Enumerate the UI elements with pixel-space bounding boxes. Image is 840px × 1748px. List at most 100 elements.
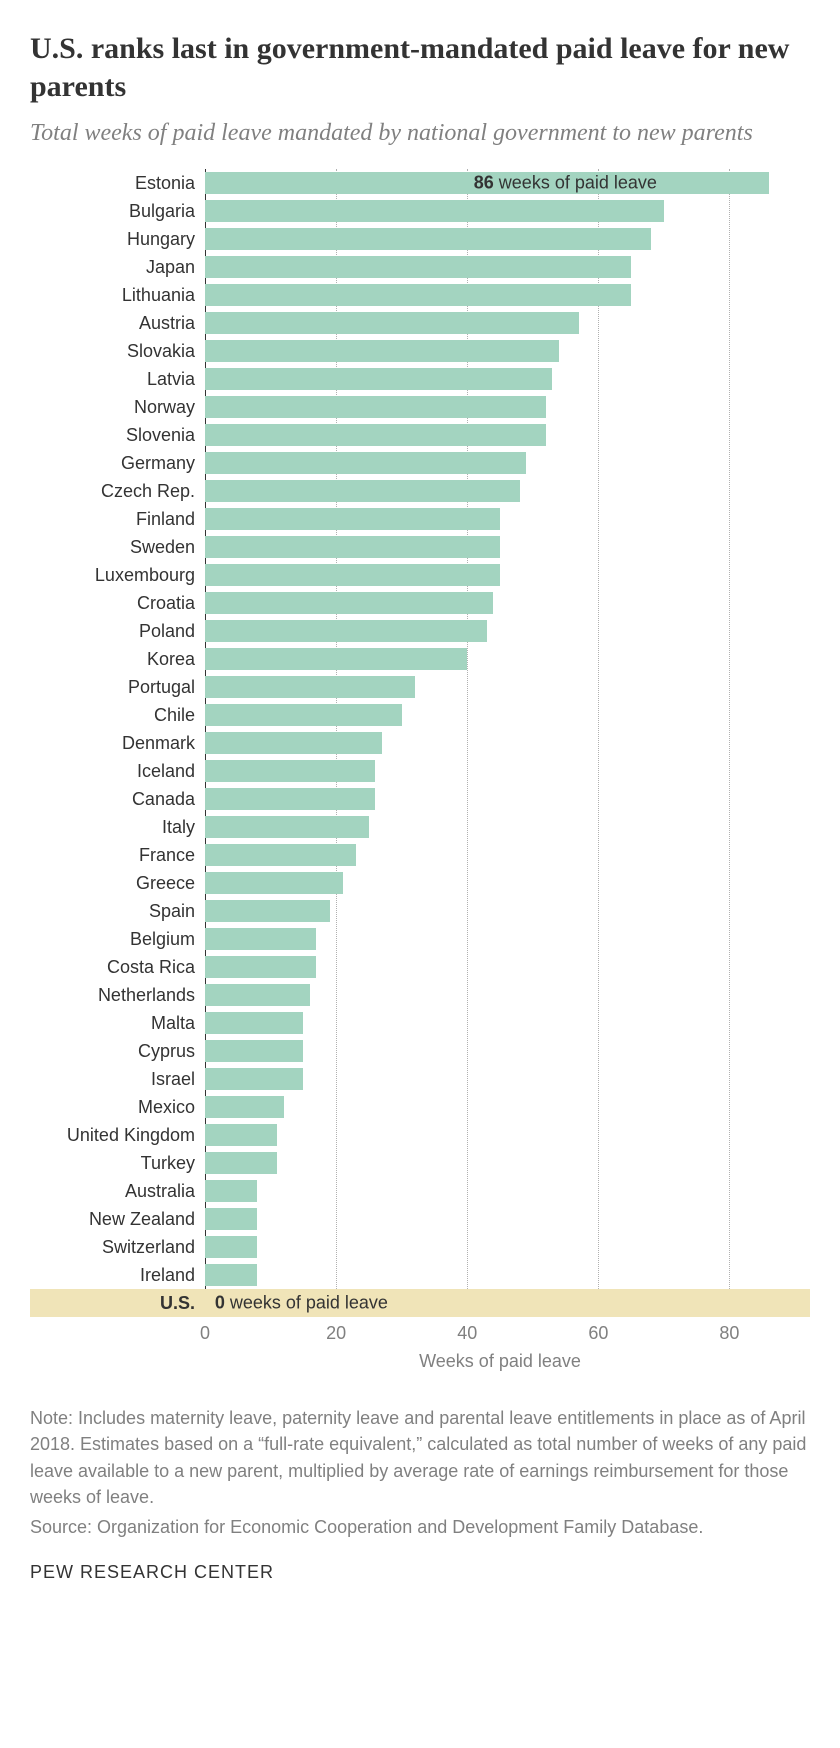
x-tick-label: 40 [457,1323,477,1344]
bar [205,1040,303,1062]
row-label: Korea [30,649,205,670]
table-row: Turkey [205,1149,795,1177]
table-row: Finland [205,505,795,533]
bar [205,564,500,586]
row-label: Luxembourg [30,565,205,586]
table-row: U.S.0 weeks of paid leave [205,1289,795,1317]
bar [205,956,316,978]
table-row: Switzerland [205,1233,795,1261]
row-label: France [30,845,205,866]
bar [205,452,526,474]
table-row: Ireland [205,1261,795,1289]
bar [205,1180,257,1202]
row-label: Spain [30,901,205,922]
table-row: Germany [205,449,795,477]
bar [205,1124,277,1146]
row-label: Latvia [30,369,205,390]
bar-annotation: 86 weeks of paid leave [474,173,657,194]
bar [205,368,552,390]
row-label: Lithuania [30,285,205,306]
table-row: Sweden [205,533,795,561]
table-row: Greece [205,869,795,897]
table-row: Estonia86 weeks of paid leave [205,169,795,197]
chart-note: Note: Includes maternity leave, paternit… [30,1405,810,1509]
bar [205,760,375,782]
bar-rows: Estonia86 weeks of paid leaveBulgariaHun… [205,169,795,1317]
bar [205,648,467,670]
bar [205,1096,284,1118]
row-label: Japan [30,257,205,278]
table-row: Denmark [205,729,795,757]
bar-annotation: 0 weeks of paid leave [215,1293,388,1314]
table-row: Poland [205,617,795,645]
x-axis: Weeks of paid leave 020406080 [205,1317,795,1377]
bar [205,396,546,418]
bar [205,228,651,250]
table-row: Latvia [205,365,795,393]
chart-source: Source: Organization for Economic Cooper… [30,1514,810,1540]
table-row: Belgium [205,925,795,953]
row-label: Turkey [30,1153,205,1174]
table-row: New Zealand [205,1205,795,1233]
row-label: U.S. [30,1293,205,1314]
table-row: Netherlands [205,981,795,1009]
row-label: Malta [30,1013,205,1034]
table-row: Hungary [205,225,795,253]
bar [205,312,579,334]
row-label: Austria [30,313,205,334]
row-label: Hungary [30,229,205,250]
bar [205,1264,257,1286]
bar [205,480,520,502]
row-label: Australia [30,1181,205,1202]
row-label: Czech Rep. [30,481,205,502]
bar [205,676,415,698]
x-tick-label: 60 [588,1323,608,1344]
bar [205,424,546,446]
row-label: Bulgaria [30,201,205,222]
table-row: Portugal [205,673,795,701]
table-row: Slovenia [205,421,795,449]
bar [205,872,343,894]
table-row: Lithuania [205,281,795,309]
table-row: Norway [205,393,795,421]
table-row: Costa Rica [205,953,795,981]
row-label: Norway [30,397,205,418]
row-label: Germany [30,453,205,474]
table-row: Japan [205,253,795,281]
table-row: Croatia [205,589,795,617]
row-label: United Kingdom [30,1125,205,1146]
bar [205,1012,303,1034]
table-row: Italy [205,813,795,841]
row-label: Netherlands [30,985,205,1006]
row-label: Croatia [30,593,205,614]
row-label: Estonia [30,173,205,194]
bar [205,900,330,922]
x-tick-label: 80 [719,1323,739,1344]
bar [205,928,316,950]
row-label: New Zealand [30,1209,205,1230]
bar [205,1152,277,1174]
table-row: Canada [205,785,795,813]
bar [205,1208,257,1230]
table-row: Slovakia [205,337,795,365]
row-label: Canada [30,789,205,810]
row-label: Mexico [30,1097,205,1118]
bar [205,788,375,810]
bar [205,256,631,278]
row-label: Portugal [30,677,205,698]
table-row: Cyprus [205,1037,795,1065]
row-label: Israel [30,1069,205,1090]
row-label: Greece [30,873,205,894]
row-label: Chile [30,705,205,726]
row-label: Ireland [30,1265,205,1286]
table-row: Bulgaria [205,197,795,225]
row-label: Slovenia [30,425,205,446]
bar [205,1236,257,1258]
table-row: France [205,841,795,869]
table-row: Iceland [205,757,795,785]
bar [205,536,500,558]
table-row: Mexico [205,1093,795,1121]
table-row: Austria [205,309,795,337]
bar [205,340,559,362]
table-row: Malta [205,1009,795,1037]
